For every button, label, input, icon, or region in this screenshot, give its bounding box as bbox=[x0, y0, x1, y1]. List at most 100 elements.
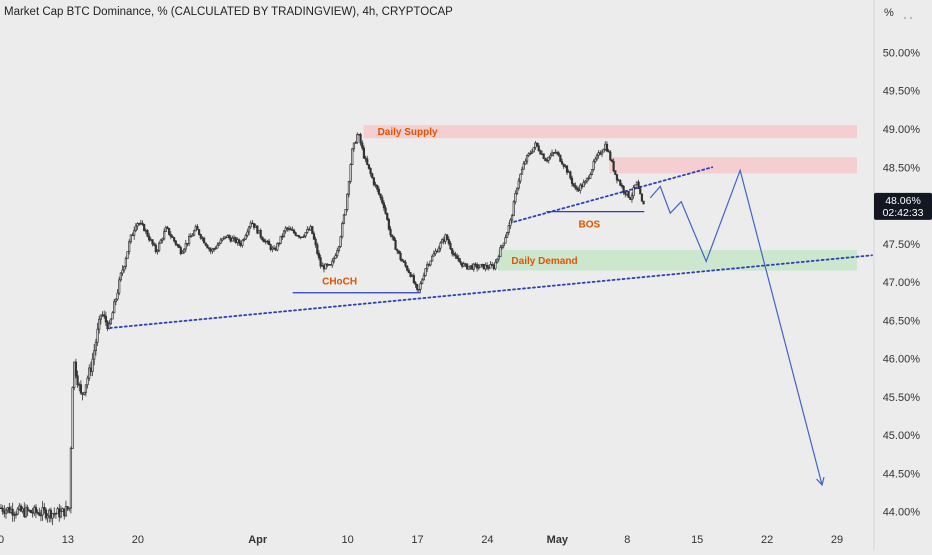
candle bbox=[322, 263, 326, 273]
candle bbox=[256, 225, 259, 235]
candle bbox=[332, 256, 336, 264]
candle bbox=[481, 263, 484, 268]
candle bbox=[161, 237, 164, 244]
candle bbox=[252, 223, 256, 231]
candle bbox=[592, 159, 595, 172]
candle bbox=[346, 193, 349, 212]
candle bbox=[424, 268, 427, 277]
y-tick-label: 45.00% bbox=[883, 430, 921, 442]
candle bbox=[113, 298, 116, 314]
candle bbox=[617, 178, 620, 182]
candle bbox=[202, 236, 206, 244]
candle bbox=[630, 192, 634, 203]
candle bbox=[474, 262, 477, 268]
x-tick-label: 20 bbox=[132, 534, 144, 546]
zone-label-0: Daily Supply bbox=[378, 127, 438, 138]
candle bbox=[216, 242, 219, 249]
axis-settings-icon[interactable] bbox=[903, 16, 913, 20]
candle bbox=[324, 263, 327, 270]
candle bbox=[351, 148, 354, 166]
candle bbox=[234, 236, 237, 244]
candle bbox=[78, 382, 81, 392]
candle bbox=[389, 225, 392, 238]
candle bbox=[476, 262, 479, 272]
candle bbox=[467, 266, 470, 271]
candle bbox=[471, 263, 474, 270]
candle bbox=[11, 502, 14, 522]
candle bbox=[279, 235, 282, 245]
candle bbox=[96, 322, 99, 346]
candle bbox=[69, 446, 73, 514]
candle bbox=[232, 234, 236, 242]
candle bbox=[284, 226, 287, 234]
candle bbox=[554, 149, 557, 154]
chart-title: Market Cap BTC Dominance, % (CALCULATED … bbox=[4, 6, 453, 18]
candle bbox=[259, 228, 262, 240]
candle bbox=[635, 181, 639, 186]
candle bbox=[166, 226, 169, 230]
candle bbox=[565, 165, 569, 176]
candle bbox=[178, 243, 181, 248]
candle bbox=[469, 265, 472, 270]
upper-trendline[interactable] bbox=[508, 166, 714, 225]
candle bbox=[555, 150, 559, 156]
candle bbox=[307, 227, 311, 231]
candle bbox=[116, 289, 119, 301]
candle bbox=[402, 259, 405, 264]
candle bbox=[634, 184, 637, 190]
candle bbox=[71, 386, 74, 449]
candle bbox=[199, 233, 202, 240]
candle bbox=[401, 258, 404, 262]
candle bbox=[495, 258, 499, 264]
candle bbox=[134, 223, 137, 233]
candle bbox=[317, 250, 321, 261]
candle bbox=[550, 149, 554, 157]
candle bbox=[169, 231, 172, 240]
candle bbox=[540, 150, 544, 156]
candle bbox=[261, 236, 264, 242]
candle bbox=[207, 246, 211, 252]
candle bbox=[607, 148, 610, 153]
x-tick-label: Apr bbox=[248, 534, 268, 546]
candle bbox=[98, 315, 101, 334]
candle bbox=[164, 225, 167, 233]
candle bbox=[361, 140, 364, 151]
candle bbox=[487, 264, 490, 271]
candle bbox=[181, 250, 184, 255]
candle bbox=[119, 272, 122, 282]
candle bbox=[349, 163, 352, 184]
candle bbox=[186, 243, 189, 247]
projection-path[interactable] bbox=[649, 168, 823, 486]
candle bbox=[499, 244, 502, 258]
candle bbox=[304, 232, 307, 239]
candle bbox=[73, 361, 76, 391]
candle bbox=[61, 507, 64, 512]
candle bbox=[144, 228, 147, 235]
candle bbox=[637, 179, 640, 190]
candle bbox=[594, 156, 597, 164]
candle bbox=[337, 245, 341, 253]
candle bbox=[372, 176, 376, 187]
x-tick-label: 10 bbox=[341, 534, 353, 546]
candle bbox=[24, 504, 28, 519]
candle bbox=[289, 226, 292, 231]
candle bbox=[0, 504, 3, 510]
candle bbox=[510, 214, 514, 224]
candle bbox=[46, 513, 49, 523]
candle bbox=[237, 238, 241, 246]
candle bbox=[108, 320, 111, 330]
lower-trendline[interactable] bbox=[108, 254, 873, 329]
candle bbox=[133, 226, 136, 240]
candle bbox=[271, 246, 274, 253]
candle bbox=[294, 231, 297, 237]
candle bbox=[312, 231, 316, 240]
candle bbox=[421, 278, 424, 285]
supply-zone-1[interactable] bbox=[609, 157, 857, 174]
candle bbox=[567, 169, 570, 173]
supply-zone-0[interactable] bbox=[363, 125, 857, 139]
candle bbox=[452, 250, 455, 257]
candle bbox=[201, 236, 204, 242]
candle bbox=[437, 245, 440, 253]
